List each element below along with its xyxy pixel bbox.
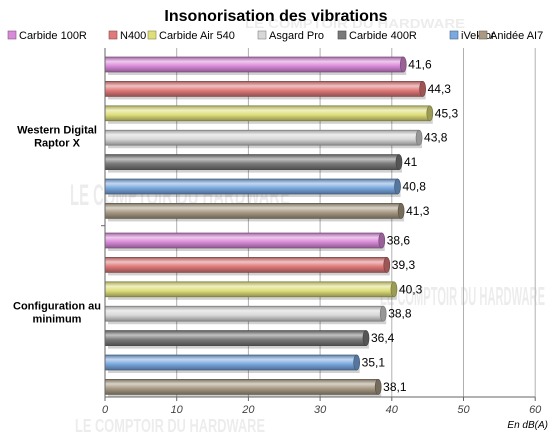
bar-end-cap <box>426 105 434 122</box>
legend-entry: Carbide 100R <box>19 30 87 42</box>
data-label: 40,3 <box>399 282 423 296</box>
legend-swatch <box>449 30 459 40</box>
bar-end-cap <box>395 154 403 170</box>
bar <box>104 154 400 170</box>
bar-end-cap <box>399 56 407 73</box>
x-tick-label: 50 <box>457 404 470 416</box>
legend-swatch <box>257 30 267 40</box>
bar <box>104 232 383 249</box>
bar <box>104 129 420 146</box>
data-label: 45,3 <box>435 106 459 120</box>
data-label: 44,3 <box>428 82 452 96</box>
data-label: 38,6 <box>387 234 411 248</box>
bar-end-cap <box>383 257 391 273</box>
legend-swatch <box>147 30 157 40</box>
y-category-label: Configuration au <box>13 301 101 313</box>
bar <box>104 330 367 346</box>
data-label: 40,8 <box>403 180 427 194</box>
watermark-bottom: LE COMPTOIR DU HARDWARE <box>75 416 265 435</box>
value-labels: 41,6 44,3 45,3 43,8 41 40,8 41,3 38,6 39,3 40,3 38… <box>362 58 459 394</box>
x-tick-label: 0 <box>102 404 109 416</box>
bar <box>104 56 404 73</box>
bar <box>104 305 384 322</box>
data-label: 41,3 <box>406 204 430 218</box>
data-label: 38,8 <box>388 307 412 321</box>
data-label: 41,6 <box>408 58 432 72</box>
x-tick-label: 60 <box>529 404 542 416</box>
x-tick-label: 10 <box>171 404 184 416</box>
chart-title: Insonorisation des vibrations <box>164 8 387 25</box>
bar-end-cap <box>362 330 370 346</box>
legend-swatch <box>478 30 488 40</box>
x-tick-label: 20 <box>241 404 255 416</box>
bar-end-cap <box>378 232 386 249</box>
watermark-right: LE COMPTOIR DU HARDWARE <box>380 281 545 311</box>
bar <box>104 178 398 195</box>
watermark-top: LE COMPTOIR DU HARDWARE <box>245 16 465 31</box>
data-label: 35,1 <box>362 356 386 370</box>
y-category-label: minimum <box>33 314 82 326</box>
bar-end-cap <box>379 305 387 322</box>
bar-end-cap <box>390 281 398 298</box>
data-label: 43,8 <box>424 131 448 145</box>
bar-end-cap <box>374 379 382 395</box>
bar-end-cap <box>397 203 405 219</box>
data-label: 41 <box>404 155 418 169</box>
legend-swatch <box>337 30 347 40</box>
legend-entry: Asgard Pro <box>269 30 324 42</box>
legend-swatch <box>7 30 17 40</box>
legend: Carbide 100R N400 Carbide Air 540 Asgard Pr… <box>7 30 543 42</box>
data-label: 39,3 <box>392 258 416 272</box>
bar-end-cap <box>353 354 361 371</box>
bar <box>104 105 431 122</box>
data-label: 38,1 <box>383 380 407 394</box>
y-category-label: Western Digital <box>17 125 97 137</box>
legend-entry: Carbide Air 540 <box>159 30 235 42</box>
bar-end-cap <box>415 129 423 146</box>
data-label: 36,4 <box>371 331 395 345</box>
bar <box>104 81 423 97</box>
bar <box>104 281 395 298</box>
bar <box>104 257 388 273</box>
bar-end-cap <box>394 178 401 195</box>
bar <box>104 203 402 219</box>
legend-entry: Anidée AI7 <box>490 30 543 42</box>
x-tick-label: 30 <box>314 404 327 416</box>
bar <box>104 379 379 395</box>
x-axis-unit-label: En dB(A) <box>507 420 548 431</box>
x-axis: 0 10 20 30 40 50 60 <box>101 48 542 416</box>
bar-end-cap <box>419 81 426 97</box>
legend-entry: N400 <box>120 30 146 42</box>
legend-swatch <box>108 30 118 40</box>
bars <box>104 56 434 398</box>
legend-entry: Carbide 400R <box>349 30 417 42</box>
x-tick-label: 40 <box>386 404 399 416</box>
y-category-label: Raptor X <box>34 138 81 150</box>
bar <box>104 354 358 371</box>
